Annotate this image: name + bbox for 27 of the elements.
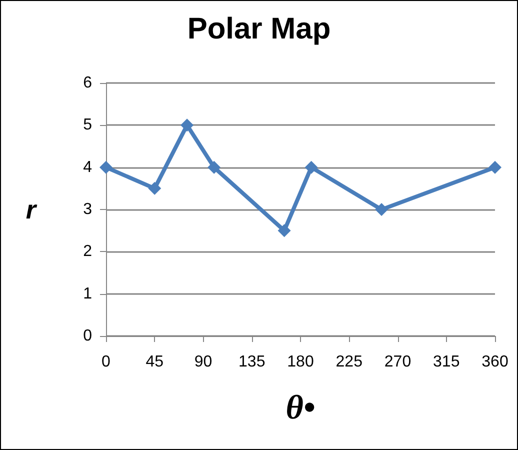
x-tick-label: 360	[482, 354, 508, 370]
y-tick-label: 1	[83, 285, 92, 302]
x-tick-label: 180	[287, 354, 314, 370]
x-tick-label: 0	[102, 354, 111, 370]
point	[100, 160, 112, 174]
point	[304, 160, 318, 174]
y-tick-label: 2	[83, 243, 92, 260]
y-tick-label: 0	[83, 328, 92, 344]
point	[148, 182, 162, 195]
point	[488, 160, 502, 174]
x-axis-title: θ•	[286, 390, 316, 426]
point	[180, 118, 194, 132]
x-tick-label: 315	[433, 354, 460, 370]
point	[375, 203, 388, 216]
y-tick-label: 4	[83, 158, 92, 176]
x-tick-label: 225	[336, 354, 363, 370]
x-tick-label: 45	[146, 354, 164, 370]
x-tick-label: 270	[384, 354, 412, 370]
chart-title: Polar Map	[187, 12, 331, 46]
point	[208, 160, 221, 174]
y-tick-label: 5	[83, 116, 92, 134]
x-tick-label: 135	[238, 354, 266, 370]
point	[278, 224, 291, 238]
y-tick-label: 3	[83, 201, 92, 218]
y-axis-title: r	[26, 194, 38, 224]
x-tick-label: 90	[194, 354, 212, 370]
y-tick-label: 6	[83, 74, 92, 92]
